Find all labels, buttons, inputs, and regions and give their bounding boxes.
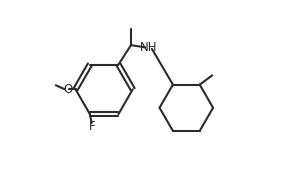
Text: NH: NH [140, 41, 157, 54]
Text: O: O [63, 83, 73, 96]
Text: F: F [88, 120, 95, 133]
